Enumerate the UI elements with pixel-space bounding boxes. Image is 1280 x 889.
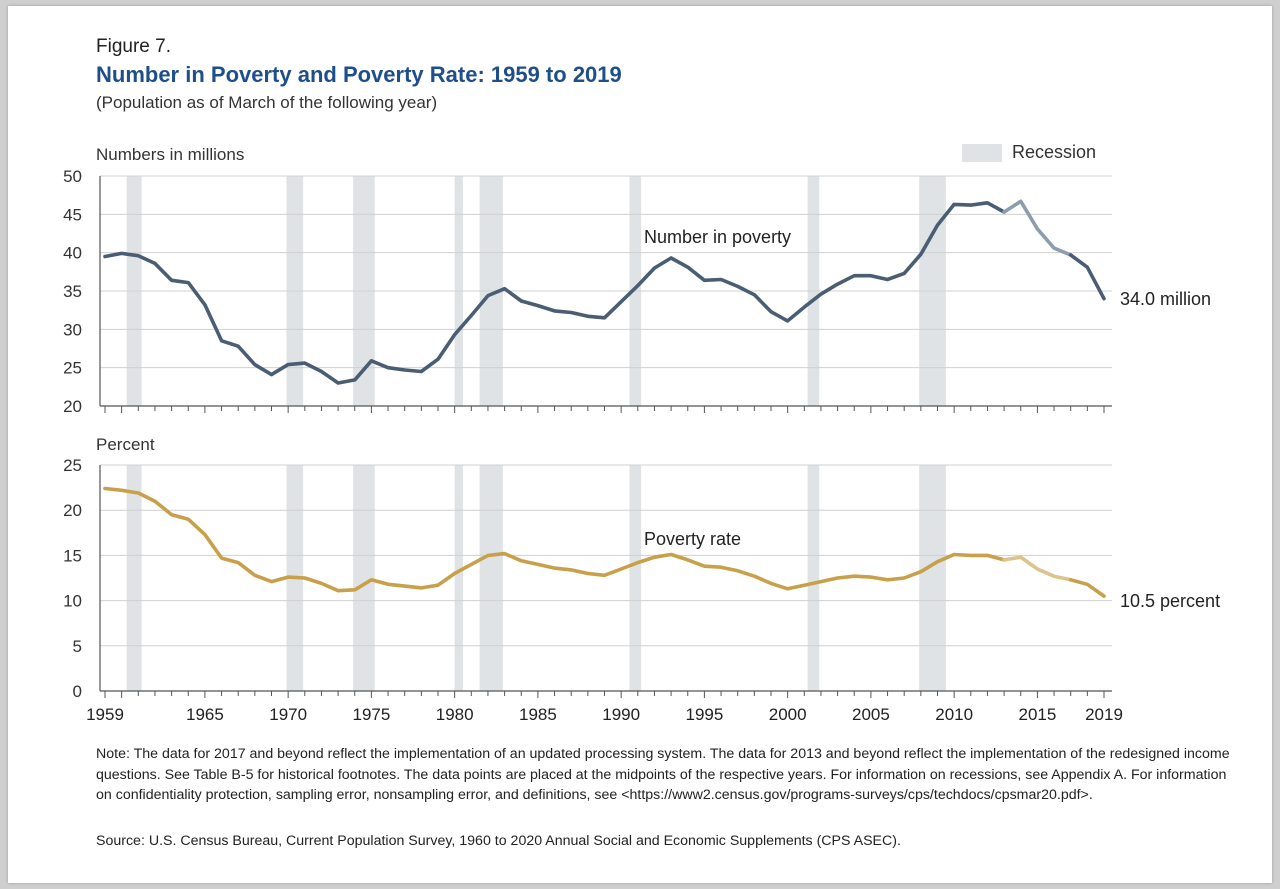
recession-band xyxy=(353,465,375,691)
series-lines xyxy=(103,199,1106,598)
x-tick-label: 2019 xyxy=(1085,705,1123,724)
recession-band xyxy=(454,465,463,691)
recession-band xyxy=(126,465,142,691)
x-tick-label: 2015 xyxy=(1018,705,1056,724)
number-in-poverty-label: Number in poverty xyxy=(644,227,791,247)
x-tick-label: 1970 xyxy=(269,705,307,724)
poverty-rate-label: Poverty rate xyxy=(644,529,741,549)
x-tick-label: 2000 xyxy=(769,705,807,724)
y-tick-label: 35 xyxy=(63,282,82,301)
y-tick-label: 50 xyxy=(63,167,82,186)
y-tick-label: 40 xyxy=(63,244,82,263)
x-tick-label: 1965 xyxy=(186,705,224,724)
gridlines xyxy=(100,175,1112,647)
x-tick-label: 2005 xyxy=(852,705,890,724)
number-in-poverty-line xyxy=(1002,199,1073,257)
recession-band xyxy=(479,465,503,691)
recession-band xyxy=(807,465,820,691)
y-tick-label: 0 xyxy=(73,682,82,701)
y-tick-label: 20 xyxy=(63,501,82,520)
recession-band xyxy=(919,465,946,691)
x-tick-label: 1995 xyxy=(685,705,723,724)
y-tick-label: 25 xyxy=(63,456,82,475)
recession-legend-swatch xyxy=(962,144,1002,162)
y-tick-label: 20 xyxy=(63,397,82,416)
rate-end-label: 10.5 percent xyxy=(1120,591,1220,611)
poverty-rate-line xyxy=(1068,578,1106,598)
x-tick-label: 1985 xyxy=(519,705,557,724)
x-tick-label: 1990 xyxy=(602,705,640,724)
poverty-rate-line xyxy=(103,486,1006,593)
number-in-poverty-line xyxy=(1068,253,1106,301)
x-tick-label: 1980 xyxy=(436,705,474,724)
figure-label: Figure 7. xyxy=(96,36,171,57)
y-tick-label: 25 xyxy=(63,359,82,378)
y-tick-label: 5 xyxy=(73,637,82,656)
y-tick-label: 45 xyxy=(63,205,82,224)
figure-card xyxy=(8,6,1272,883)
number-end-label: 34.0 million xyxy=(1120,289,1211,309)
y-axis-label: Percent xyxy=(96,435,155,454)
recession-band xyxy=(629,465,642,691)
x-tick-label: 2010 xyxy=(935,705,973,724)
chart-labels: Recession Number in poverty 34.0 million Po… xyxy=(644,142,1220,611)
recession-bands xyxy=(126,176,946,691)
y-tick-label: 15 xyxy=(63,546,82,565)
x-tick-label: 1975 xyxy=(352,705,390,724)
chart-title: Number in Poverty and Poverty Rate: 1959… xyxy=(96,62,622,87)
axes: 20 25 30 35 40 45 50 Numbers in millions 0 5 10 15 2… xyxy=(63,145,1123,724)
recession-legend-label: Recession xyxy=(1012,142,1096,162)
chart-source: Source: U.S. Census Bureau, Current Popu… xyxy=(96,833,901,849)
poverty-rate-line xyxy=(1002,555,1073,582)
y-tick-label: 30 xyxy=(63,320,82,339)
x-tick-label: 1959 xyxy=(86,705,124,724)
y-axis-label: Numbers in millions xyxy=(96,145,244,164)
y-tick-label: 10 xyxy=(63,592,82,611)
chart-subtitle: (Population as of March of the following… xyxy=(96,93,438,112)
chart-note: Note: The data for 2017 and beyond refle… xyxy=(96,746,1230,803)
number-in-poverty-line xyxy=(103,201,1006,385)
